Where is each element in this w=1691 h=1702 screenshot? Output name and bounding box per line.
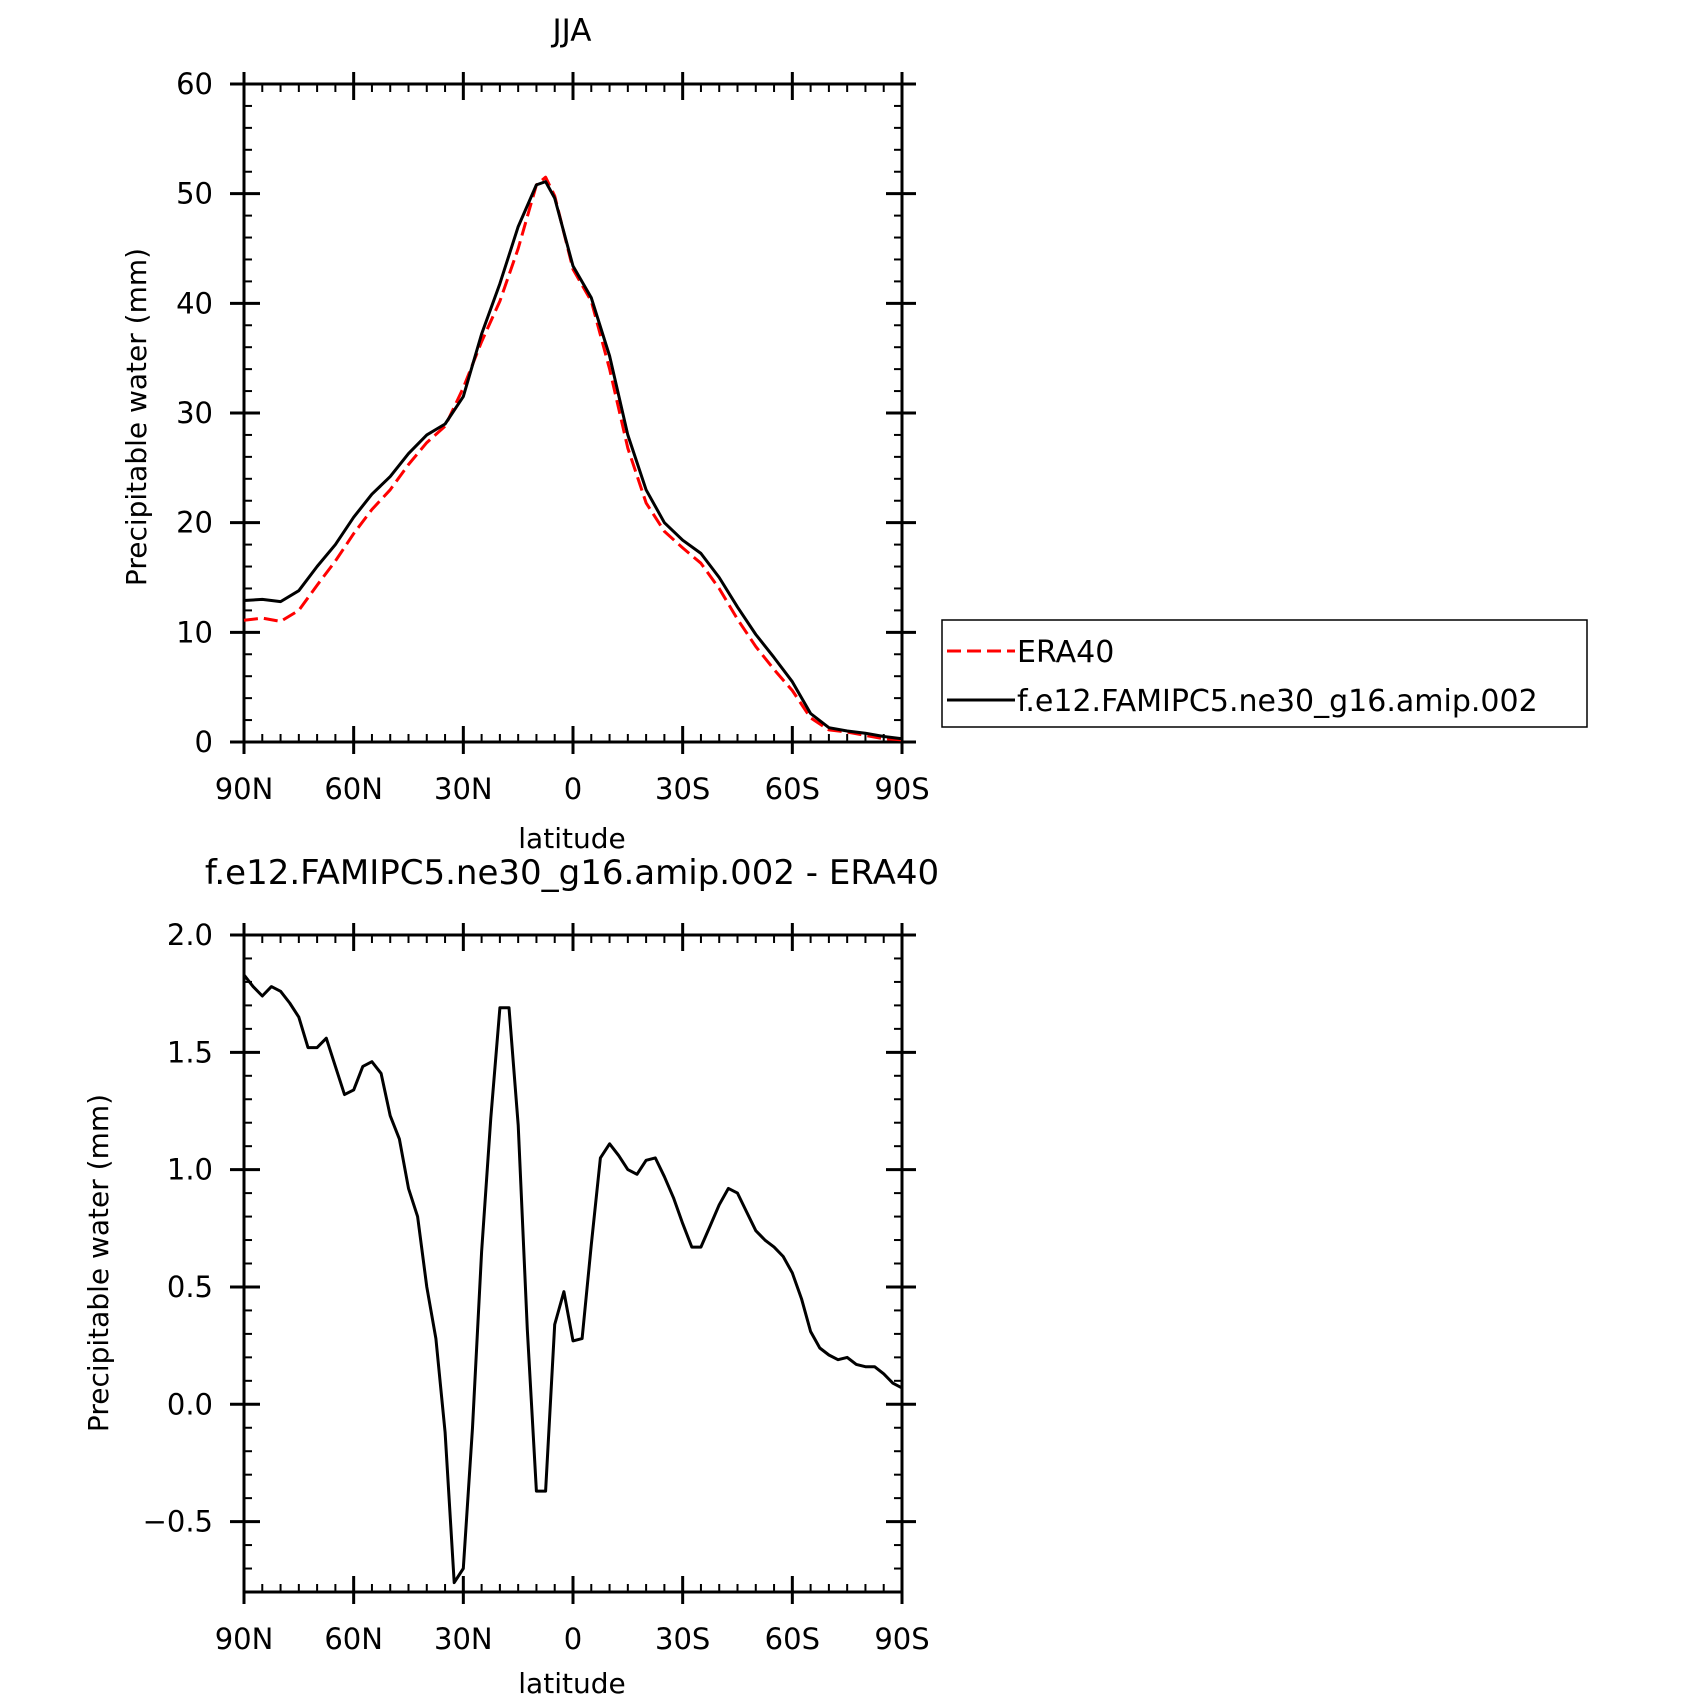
top-x-tick-label: 60S	[765, 772, 820, 806]
top-y-tick-label: 40	[176, 286, 213, 320]
bottom-x-axis-label: latitude	[518, 1667, 625, 1700]
top-y-tick-label: 20	[176, 506, 213, 540]
top-x-tick-label: 90N	[215, 772, 274, 806]
bottom-chart-title: f.e12.FAMIPC5.ne30_g16.amip.002 - ERA40	[205, 853, 939, 893]
top-panel: JJA 90N 60N 30N 0 30S 60S 90S 0 10 20 30 40 50 60 Pre…	[120, 13, 1588, 855]
bottom-y-tick-label: 0.0	[167, 1387, 213, 1421]
top-y-tick-label: 60	[176, 67, 213, 101]
bottom-y-tick-label: 1.0	[167, 1153, 213, 1187]
bottom-x-tick-label: 60N	[324, 1622, 383, 1656]
bottom-y-tick-label: −0.5	[143, 1505, 213, 1539]
legend-era40-label: ERA40	[1017, 635, 1114, 670]
bottom-series-line-0	[242, 973, 903, 1585]
bottom-x-tick-label: 60S	[765, 1622, 820, 1656]
top-plot-frame	[242, 82, 904, 744]
bottom-x-tick-label: 30N	[434, 1622, 493, 1656]
bottom-x-tick-label: 90N	[215, 1622, 274, 1656]
top-y-tick-label: 50	[176, 177, 213, 211]
bottom-y-tick-label: 2.0	[167, 918, 213, 952]
legend-model-label: f.e12.FAMIPC5.ne30_g16.amip.002	[1017, 684, 1538, 719]
bottom-y-axis-label: Precipitable water (mm)	[82, 1094, 115, 1432]
bottom-plot-frame	[242, 933, 904, 1594]
top-x-tick-label: 60N	[324, 772, 383, 806]
top-y-tick-label: 30	[176, 396, 213, 430]
top-y-tick-label: 10	[176, 615, 213, 649]
legend-box	[941, 619, 1588, 728]
top-chart-title: JJA	[551, 13, 592, 49]
top-x-tick-label: 30N	[434, 772, 493, 806]
bottom-x-tick-label: 90S	[874, 1622, 929, 1656]
top-x-tick-label: 0	[564, 772, 582, 806]
top-series-line-f-e12-famipc5-ne30-g16-amip-002	[243, 180, 903, 741]
bottom-x-tick-label: 0	[564, 1622, 582, 1656]
bottom-y-tick-label: 0.5	[167, 1270, 213, 1304]
bottom-y-tick-label: 1.5	[167, 1035, 213, 1069]
top-x-tick-label: 30S	[655, 772, 710, 806]
top-x-axis-label: latitude	[518, 822, 625, 855]
bottom-x-tick-label: 30S	[655, 1622, 710, 1656]
legend: ERA40 f.e12.FAMIPC5.ne30_g16.amip.002	[941, 619, 1588, 728]
bottom-panel: f.e12.FAMIPC5.ne30_g16.amip.002 - ERA40 …	[82, 853, 939, 1700]
top-x-tick-label: 90S	[874, 772, 929, 806]
top-y-tick-label: 0	[195, 725, 213, 759]
bottom-plot-area: 90N 60N 30N 0 30S 60S 90S −0.5 0.0 0.5 1.0 1.5 2.0	[143, 918, 930, 1656]
top-y-axis-label: Precipitable water (mm)	[120, 248, 153, 586]
top-plot-area: 90N 60N 30N 0 30S 60S 90S 0 10 20 30 40 50 60	[176, 67, 930, 806]
